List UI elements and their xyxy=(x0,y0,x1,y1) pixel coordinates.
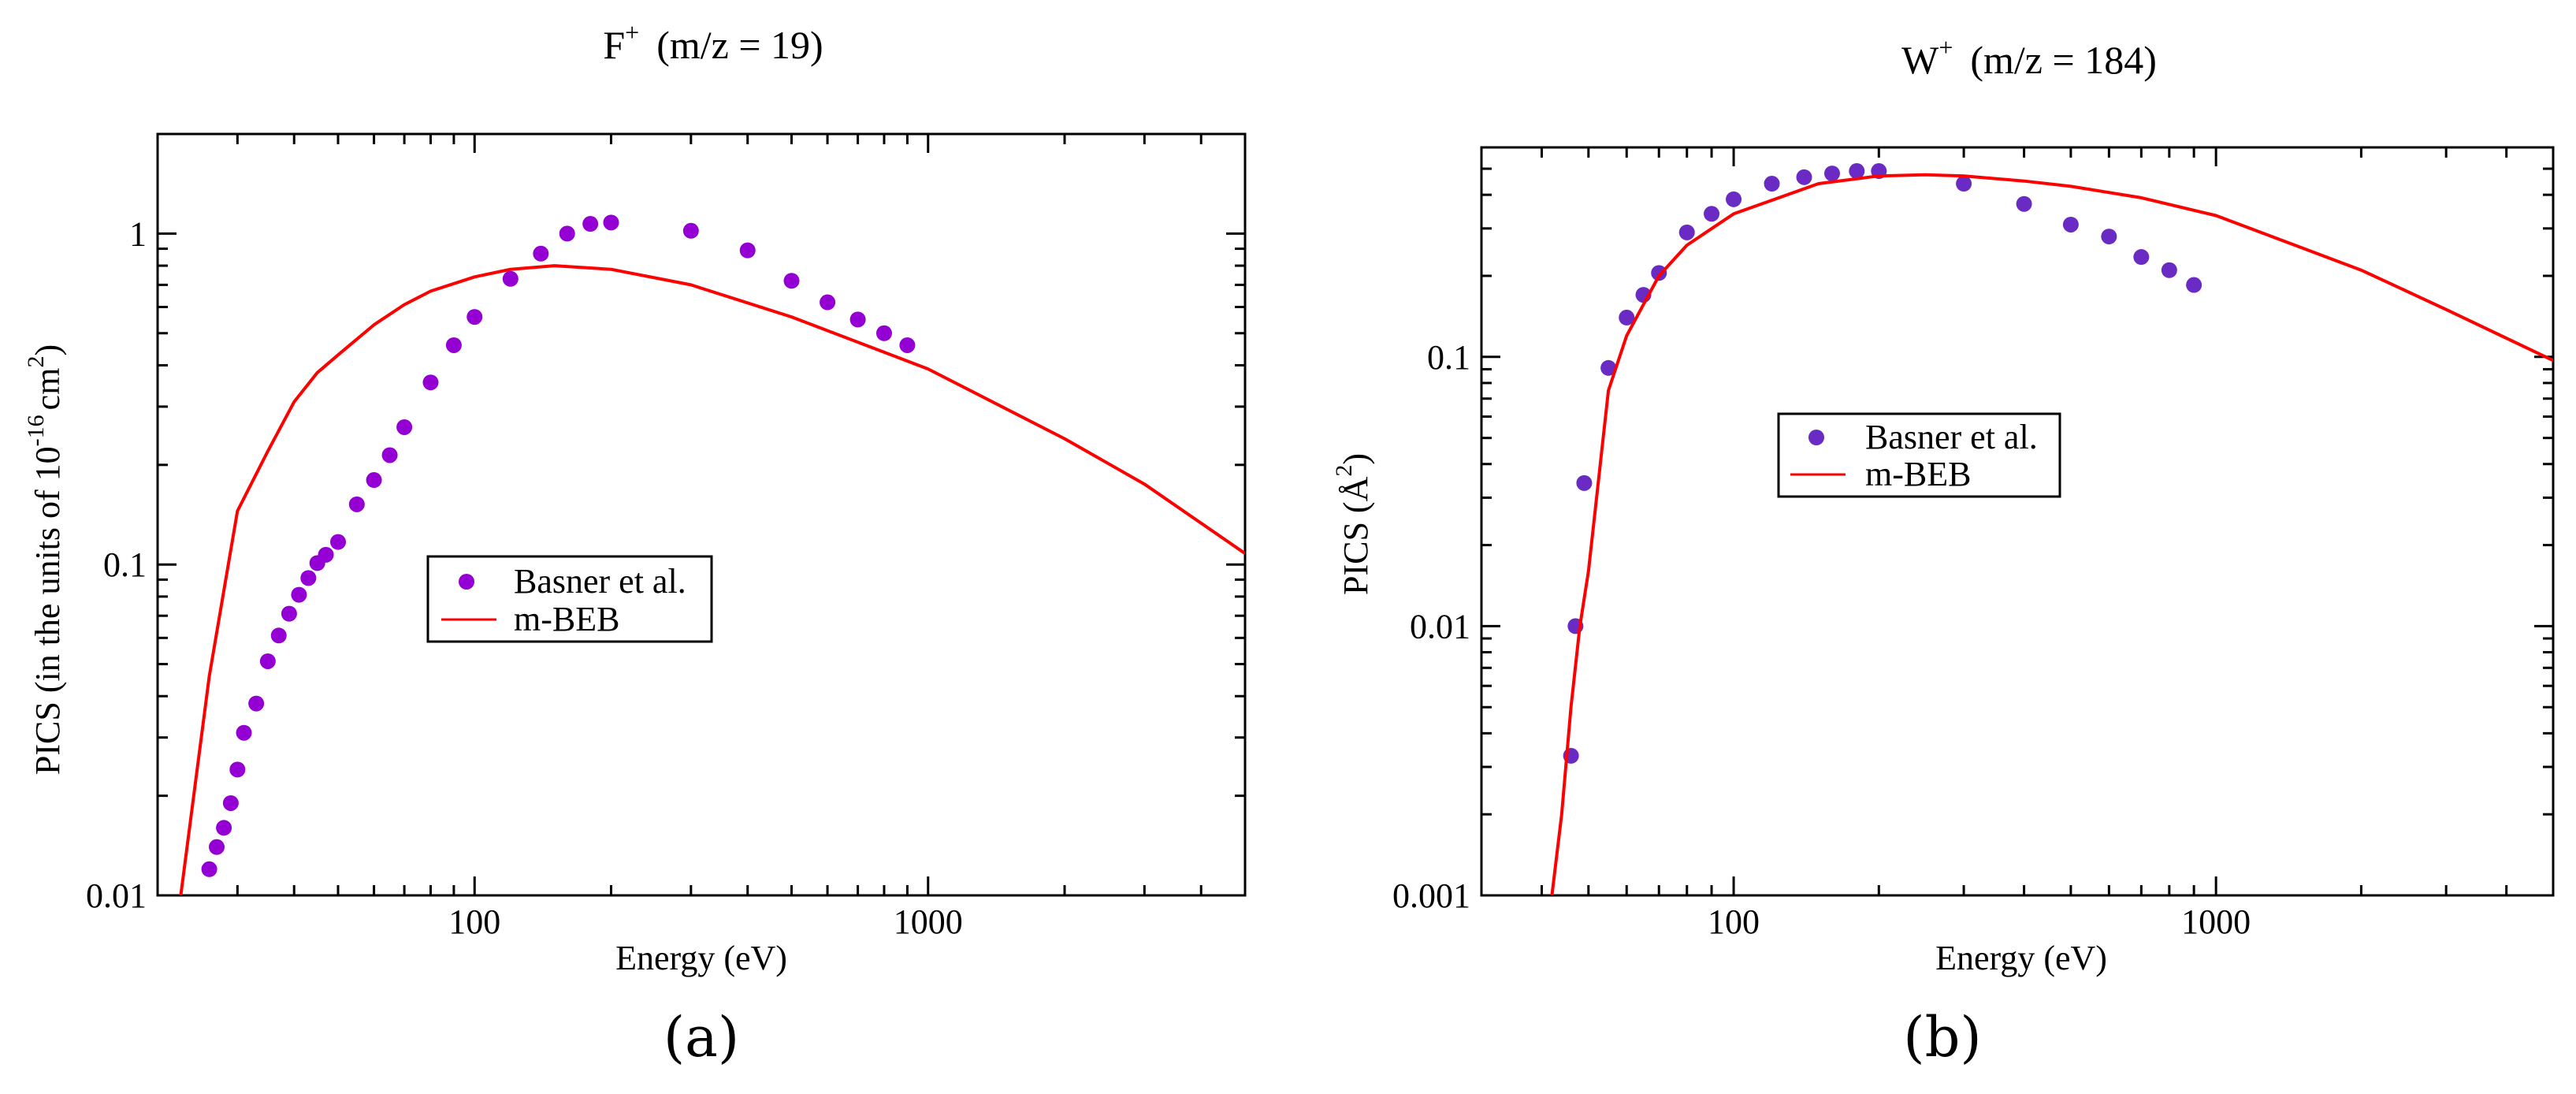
data-point-basner-et-al-a xyxy=(445,337,462,353)
data-point-basner-et-al-a xyxy=(381,447,398,463)
y-tick-label-a: 0.1 xyxy=(103,545,147,584)
chart-title-b: W+ (m/z = 184) xyxy=(1901,33,2157,82)
data-point-basner-et-al-a xyxy=(820,294,836,311)
data-point-basner-et-al-b xyxy=(1619,309,1635,326)
data-point-basner-et-al-a xyxy=(229,761,246,778)
data-point-basner-et-al-a xyxy=(533,245,549,262)
x-tick-label-b: 100 xyxy=(1708,902,1760,941)
data-point-basner-et-al-a xyxy=(603,214,619,231)
x-axis-label-a: Energy (eV) xyxy=(615,939,787,977)
legend-marker-basner-a xyxy=(459,574,474,590)
data-point-basner-et-al-b xyxy=(1849,163,1865,180)
panel-label-a: (a) xyxy=(664,1005,739,1070)
y-tick-label-b: 0.001 xyxy=(1392,876,1470,915)
data-point-basner-et-al-b xyxy=(1576,474,1593,491)
chart-title-a: F+ (m/z = 19) xyxy=(603,18,823,67)
data-point-basner-et-al-a xyxy=(849,311,866,328)
data-point-basner-et-al-b xyxy=(2101,229,2117,245)
data-point-basner-et-al-b xyxy=(2062,216,2079,233)
data-point-basner-et-al-a xyxy=(248,695,265,712)
data-point-basner-et-al-a xyxy=(281,605,297,622)
y-tick-label-a: 1 xyxy=(129,214,147,253)
legend-label-mbeb-a: m-BEB xyxy=(514,600,619,638)
legend-b: Basner et al. m-BEB xyxy=(1777,412,2061,498)
data-point-basner-et-al-a xyxy=(899,337,916,353)
panel-label-b: (b) xyxy=(1903,1005,1981,1070)
data-point-basner-et-al-a xyxy=(502,270,519,287)
data-point-basner-et-al-a xyxy=(291,586,307,603)
data-point-basner-et-al-a xyxy=(201,861,217,877)
data-point-basner-et-al-b xyxy=(2133,249,2150,266)
series-line-m-beb-a xyxy=(179,264,1245,895)
data-point-basner-et-al-a xyxy=(300,570,317,586)
plot-area-b: 100 1000 0.001 0.01 0.1 xyxy=(1392,146,2555,941)
data-point-basner-et-al-a xyxy=(783,273,800,289)
data-point-basner-et-al-b xyxy=(1600,359,1617,376)
plot-frame-b xyxy=(1480,146,2555,897)
data-point-basner-et-al-a xyxy=(270,627,287,644)
x-tick-label-b: 1000 xyxy=(2181,902,2251,941)
y-axis-label-a: PICS (in the units of 10-16cm2) xyxy=(23,344,67,775)
legend-label-basner-a: Basner et al. xyxy=(514,562,686,601)
plot-frame-a xyxy=(156,132,1247,897)
data-point-basner-et-al-b xyxy=(2186,277,2202,293)
data-point-basner-et-al-a xyxy=(236,724,252,741)
data-point-basner-et-al-b xyxy=(1651,265,1667,281)
panel-b: W+ (m/z = 184) 100 1000 0.001 0.01 0.1 Energy… xyxy=(1331,33,2555,1070)
y-tick-label-a: 0.01 xyxy=(86,876,147,915)
data-point-basner-et-al-a xyxy=(582,216,599,233)
legend-a: Basner et al. m-BEB xyxy=(426,555,713,643)
legend-label-mbeb-b: m-BEB xyxy=(1865,455,1971,493)
data-point-basner-et-al-a xyxy=(739,242,756,259)
panel-a: F+ (m/z = 19) 100 1000 0.01 0.1 1 Energy (eV)… xyxy=(23,18,1247,1070)
data-point-basner-et-al-a xyxy=(259,653,276,669)
legend-label-basner-b: Basner et al. xyxy=(1865,418,2038,456)
x-axis-label-b: Energy (eV) xyxy=(1935,939,2107,977)
data-point-basner-et-al-b xyxy=(1764,176,1780,192)
data-point-basner-et-al-a xyxy=(348,496,365,512)
data-point-basner-et-al-a xyxy=(467,309,483,326)
series-line-m-beb-b xyxy=(1550,173,2553,895)
y-tick-label-b: 0.01 xyxy=(1410,607,1470,646)
legend-marker-basner-b xyxy=(1808,430,1824,445)
data-point-basner-et-al-a xyxy=(422,374,439,391)
data-point-basner-et-al-b xyxy=(2161,262,2177,278)
x-tick-label-a: 100 xyxy=(448,902,500,941)
data-point-basner-et-al-a xyxy=(209,839,225,855)
data-point-basner-et-al-b xyxy=(1704,206,1720,222)
legend-box-a xyxy=(426,555,713,643)
x-tick-label-a: 1000 xyxy=(894,902,963,941)
y-axis-label-b: PICS (Å2) xyxy=(1331,453,1375,595)
data-point-basner-et-al-a xyxy=(216,820,232,836)
data-point-basner-et-al-a xyxy=(222,794,239,811)
data-point-basner-et-al-b xyxy=(1956,176,1972,192)
data-point-basner-et-al-b xyxy=(1796,169,1812,185)
data-point-basner-et-al-b xyxy=(2016,195,2032,212)
data-point-basner-et-al-a xyxy=(330,534,347,550)
data-point-basner-et-al-a xyxy=(875,325,892,341)
data-point-basner-et-al-a xyxy=(366,472,382,489)
plot-area-a: 100 1000 0.01 0.1 1 xyxy=(86,132,1247,941)
data-point-basner-et-al-a xyxy=(396,419,413,435)
data-point-basner-et-al-a xyxy=(682,222,699,239)
data-point-basner-et-al-b xyxy=(1726,191,1742,207)
data-point-basner-et-al-a xyxy=(318,546,334,563)
data-point-basner-et-al-b xyxy=(1823,166,1840,182)
legend-box-b xyxy=(1777,412,2061,498)
y-tick-label-b: 0.1 xyxy=(1427,338,1470,377)
data-point-basner-et-al-b xyxy=(1678,224,1695,240)
data-point-basner-et-al-a xyxy=(559,225,575,242)
